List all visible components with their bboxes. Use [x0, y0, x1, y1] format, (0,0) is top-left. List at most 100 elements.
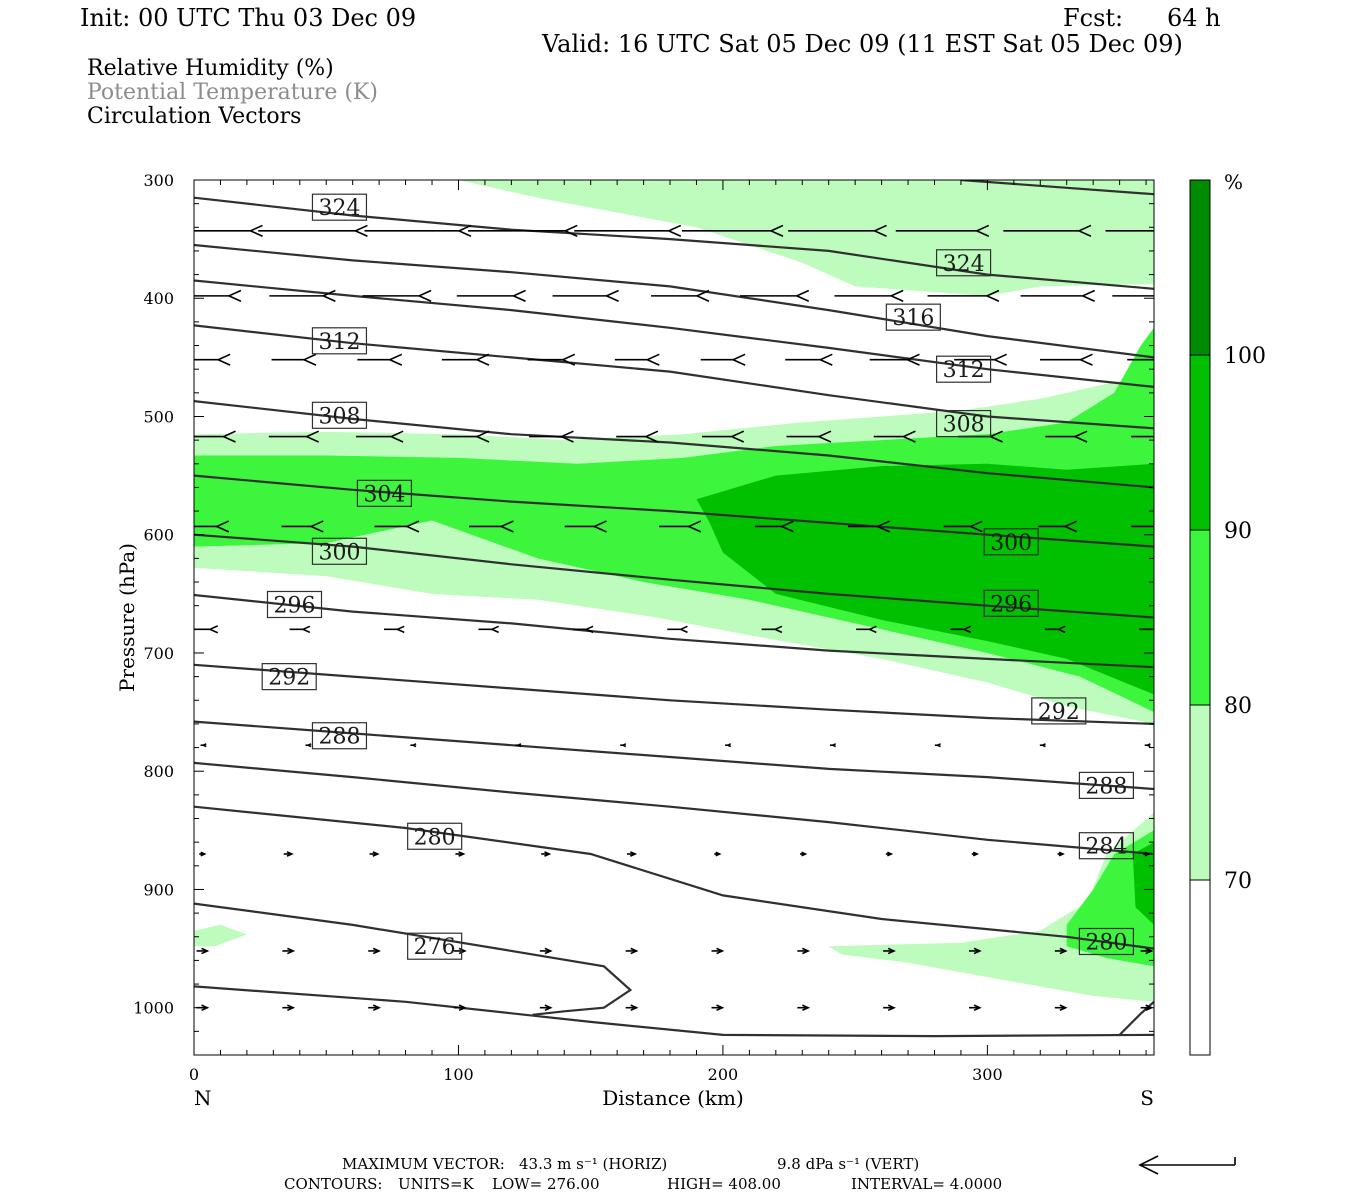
- wind-vector-head-0-6: [872, 224, 887, 237]
- wind-vector-head-9-3: [458, 1004, 467, 1012]
- theta-contour-268: [194, 985, 1154, 1038]
- wind-vector-head-8-11: [1145, 947, 1154, 955]
- theta-contour-288: [194, 663, 1154, 725]
- theta-label-box-296-0: [266, 590, 323, 619]
- wind-vector-head-5-0: [208, 625, 219, 634]
- colorbar-unit: %: [1224, 170, 1243, 194]
- wind-vector-head-8-9: [973, 947, 982, 955]
- contours-high: HIGH= 408.00: [667, 1175, 781, 1193]
- wind-vector-head-9-4: [544, 1004, 553, 1012]
- theta-label-box-292-0: [261, 663, 317, 691]
- wind-vector-head-5-8: [962, 625, 972, 634]
- theta-label-296-0: 296: [273, 593, 315, 618]
- wind-vector-head-6-0: [201, 743, 207, 748]
- theta-label-box-284-0: [1078, 832, 1134, 860]
- wind-vector-head-3-8: [901, 430, 916, 443]
- wind-vector-head-2-10: [1078, 353, 1093, 366]
- wind-vector-head-5-1: [301, 625, 311, 634]
- theta-contour-284: [194, 720, 1154, 791]
- wind-vector-head-7-11: [1144, 851, 1151, 857]
- colorbar-bin-2: [1189, 529, 1211, 706]
- legend-theta: Potential Temperature (K): [87, 80, 378, 105]
- forecast-hour: 64 h: [1167, 4, 1221, 32]
- y-tick-label-600: 600: [143, 526, 174, 545]
- wind-vector-head-8-6: [716, 947, 725, 955]
- plot-area: [194, 180, 1154, 1055]
- wind-vector-head-8-5: [630, 947, 639, 955]
- contours-low: LOW= 276.00: [492, 1175, 600, 1193]
- colorbar-bin-1: [1189, 704, 1211, 881]
- wind-vector-head-4-6: [779, 520, 794, 533]
- wind-vector-head-7-3: [458, 851, 466, 857]
- wind-vector-head-3-5: [643, 430, 659, 443]
- theta-contour-300: [194, 474, 1154, 548]
- wind-vector-head-7-6: [715, 851, 722, 857]
- x-axis-title: Distance (km): [602, 1086, 744, 1110]
- forecast-label: Fcst:: [1063, 4, 1124, 32]
- max-vector-horiz: 43.3 m s⁻¹ (HORIZ): [519, 1155, 668, 1173]
- wind-vector-head-8-1: [287, 947, 296, 955]
- wind-vector-head-7-5: [629, 851, 638, 857]
- wind-vector-head-2-6: [731, 353, 746, 366]
- wind-vector-head-0-0: [248, 224, 263, 237]
- contours-units: UNITS=K: [398, 1175, 474, 1193]
- wind-vector-head-9-0: [201, 1004, 210, 1012]
- theta-label-276-0: 276: [414, 935, 456, 960]
- wind-vector-head-3-2: [389, 430, 404, 443]
- theta-label-box-304-0: [356, 479, 413, 507]
- theta-label-308-0: 308: [318, 404, 360, 429]
- wind-vector-head-9-7: [802, 1004, 811, 1012]
- x-end-label-south: S: [1140, 1086, 1154, 1110]
- wind-vector-head-6-4: [620, 743, 627, 748]
- colorbar-label-100: 100: [1224, 344, 1266, 369]
- wind-vector-head-9-6: [716, 1004, 725, 1012]
- x-tick-label-100: 100: [443, 1065, 474, 1084]
- wind-vector-head-3-6: [729, 430, 745, 443]
- wind-vector-head-1-8: [984, 289, 1000, 303]
- theta-contour-264: [1118, 1000, 1154, 1036]
- theta-label-288-0: 288: [318, 725, 360, 750]
- wind-vector-head-0-4: [666, 224, 682, 237]
- wind-vector-head-0-2: [457, 224, 472, 237]
- max-vector-vert: 9.8 dPa s⁻¹ (VERT): [777, 1155, 920, 1173]
- wind-vector-head-5-6: [773, 625, 783, 634]
- legend-rh: Relative Humidity (%): [87, 56, 334, 81]
- theta-contour-304: [194, 400, 1154, 489]
- theta-label-box-300-0: [311, 537, 368, 565]
- theta-label-304-0: 304: [363, 482, 405, 507]
- x-end-label-north: N: [194, 1086, 212, 1110]
- wind-vector-head-4-5: [686, 520, 702, 533]
- wind-vector-head-6-1: [306, 743, 312, 748]
- theta-label-box-280-1: [1078, 927, 1134, 956]
- wind-vector-head-0-8: [1077, 224, 1092, 237]
- colorbar-bin-3: [1189, 354, 1211, 531]
- wind-vector-head-9-5: [630, 1004, 639, 1012]
- theta-label-312-0: 312: [318, 330, 360, 355]
- wind-vector-head-7-8: [887, 851, 894, 857]
- theta-label-box-280-0: [407, 822, 463, 850]
- wind-vector-head-1-5: [695, 289, 710, 303]
- theta-label-300-0: 300: [318, 540, 360, 565]
- theta-label-324-0: 324: [318, 196, 360, 221]
- wind-vector-head-7-4: [544, 851, 552, 857]
- wind-vector-head-1-1: [321, 289, 336, 303]
- theta-contour-280: [194, 761, 1154, 856]
- colorbar-label-70: 70: [1224, 869, 1252, 894]
- wind-vector-head-5-5: [678, 625, 688, 634]
- rh-region-4: [194, 924, 247, 947]
- rh-region-7: [1132, 842, 1154, 925]
- contours-label: CONTOURS:: [284, 1175, 383, 1193]
- wind-vector-head-3-3: [475, 430, 490, 443]
- wind-vector-head-0-3: [563, 224, 578, 237]
- theta-label-box-316-0: [885, 303, 941, 331]
- wind-vector-head-2-4: [560, 353, 576, 366]
- wind-vector-head-7-10: [1058, 851, 1065, 857]
- wind-vector-head-2-3: [475, 353, 490, 366]
- wind-vector-head-5-9: [1056, 625, 1066, 634]
- wind-vector-head-5-3: [489, 625, 499, 634]
- wind-vector-head-1-9: [1080, 289, 1096, 303]
- y-axis-title: Pressure (hPa): [115, 543, 139, 692]
- wind-vector-head-8-8: [887, 947, 896, 955]
- wind-vector-head-3-1: [304, 430, 319, 443]
- theta-label-box-324-0: [311, 193, 368, 221]
